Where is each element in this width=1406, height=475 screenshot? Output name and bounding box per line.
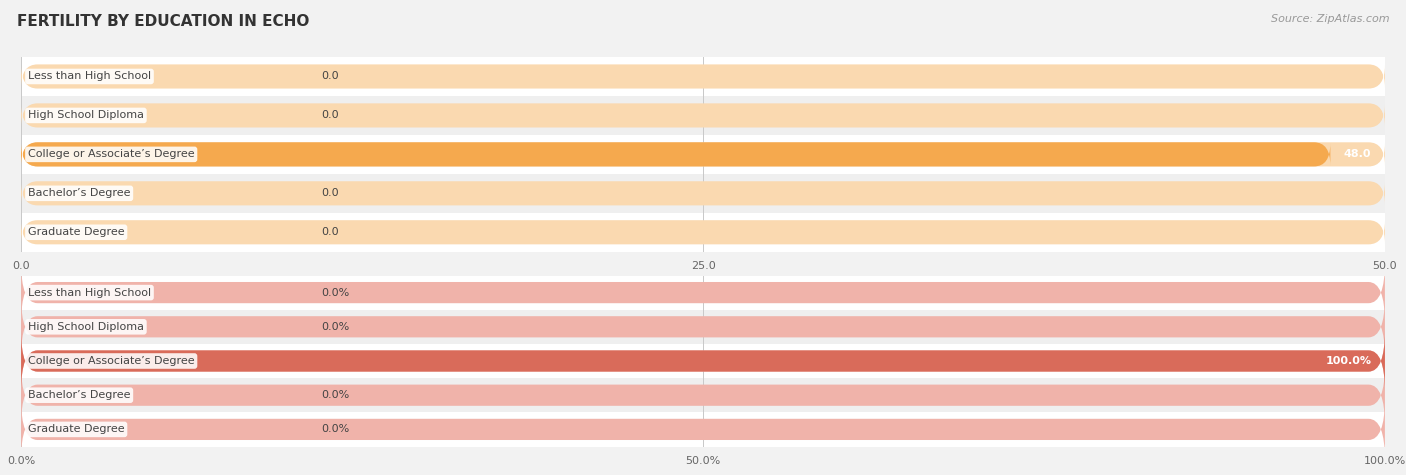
- FancyBboxPatch shape: [21, 142, 1385, 166]
- Text: 0.0%: 0.0%: [321, 424, 349, 435]
- Bar: [21, 213, 1385, 252]
- Bar: [21, 310, 1385, 344]
- Text: 0.0: 0.0: [321, 71, 339, 82]
- Text: Graduate Degree: Graduate Degree: [28, 227, 125, 238]
- Text: High School Diploma: High School Diploma: [28, 322, 143, 332]
- Text: College or Associate’s Degree: College or Associate’s Degree: [28, 356, 194, 366]
- Bar: [21, 135, 1385, 174]
- FancyBboxPatch shape: [21, 365, 1385, 426]
- Text: Source: ZipAtlas.com: Source: ZipAtlas.com: [1271, 14, 1389, 24]
- Text: Bachelor’s Degree: Bachelor’s Degree: [28, 188, 131, 199]
- Text: 0.0: 0.0: [321, 188, 339, 199]
- FancyBboxPatch shape: [21, 331, 1385, 391]
- Text: Bachelor’s Degree: Bachelor’s Degree: [28, 390, 131, 400]
- FancyBboxPatch shape: [21, 296, 1385, 357]
- FancyBboxPatch shape: [21, 331, 1385, 391]
- Bar: [21, 57, 1385, 96]
- Text: 48.0: 48.0: [1344, 149, 1371, 160]
- Bar: [21, 276, 1385, 310]
- Text: 0.0%: 0.0%: [321, 390, 349, 400]
- Text: FERTILITY BY EDUCATION IN ECHO: FERTILITY BY EDUCATION IN ECHO: [17, 14, 309, 29]
- FancyBboxPatch shape: [21, 399, 1385, 460]
- FancyBboxPatch shape: [21, 262, 1385, 323]
- Text: High School Diploma: High School Diploma: [28, 110, 143, 121]
- FancyBboxPatch shape: [21, 65, 1385, 88]
- Bar: [21, 378, 1385, 412]
- Text: 0.0: 0.0: [321, 110, 339, 121]
- Text: 0.0%: 0.0%: [321, 322, 349, 332]
- FancyBboxPatch shape: [21, 181, 1385, 205]
- Bar: [21, 174, 1385, 213]
- Text: Less than High School: Less than High School: [28, 287, 150, 298]
- FancyBboxPatch shape: [21, 104, 1385, 127]
- Text: 0.0%: 0.0%: [321, 287, 349, 298]
- Text: Less than High School: Less than High School: [28, 71, 150, 82]
- Text: 0.0: 0.0: [321, 227, 339, 238]
- Text: College or Associate’s Degree: College or Associate’s Degree: [28, 149, 194, 160]
- FancyBboxPatch shape: [21, 142, 1330, 166]
- Bar: [21, 344, 1385, 378]
- Bar: [21, 412, 1385, 446]
- Text: 100.0%: 100.0%: [1326, 356, 1371, 366]
- Bar: [21, 96, 1385, 135]
- FancyBboxPatch shape: [21, 220, 1385, 244]
- Text: Graduate Degree: Graduate Degree: [28, 424, 125, 435]
